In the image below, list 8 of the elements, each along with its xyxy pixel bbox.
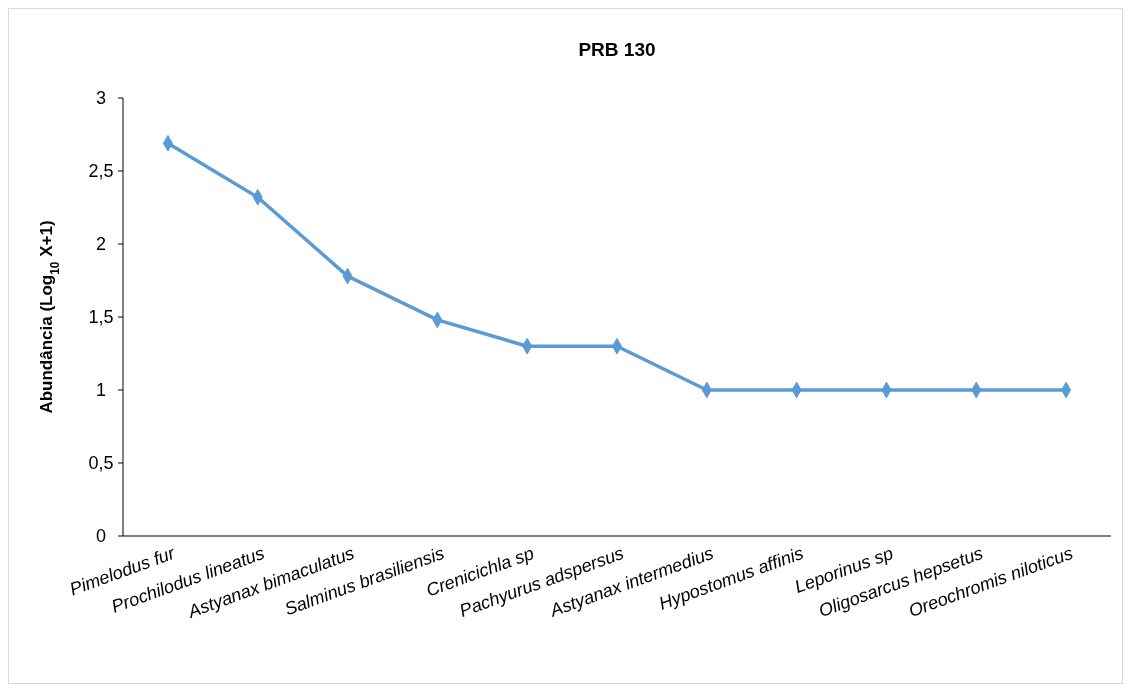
y-tick-label: 2 bbox=[95, 234, 107, 255]
y-tick-label: 0,5 bbox=[88, 453, 114, 474]
y-tick-label: 2,5 bbox=[88, 161, 114, 182]
y-tick-label: 0 bbox=[95, 526, 107, 547]
y-tick-label: 3 bbox=[95, 88, 107, 109]
y-tick-label: 1,5 bbox=[88, 307, 114, 328]
y-tick-label: 1 bbox=[95, 380, 107, 401]
chart-title: PRB 130 bbox=[578, 39, 656, 60]
